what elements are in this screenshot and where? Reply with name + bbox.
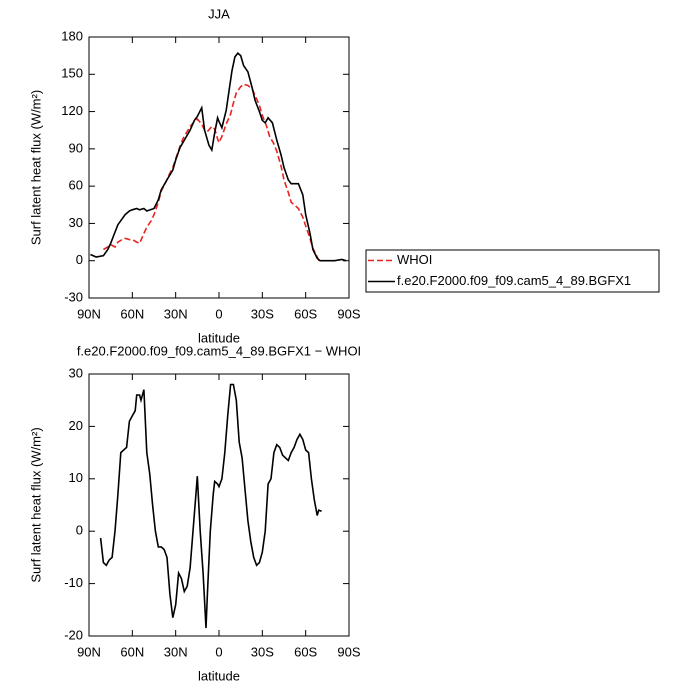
legend-box: [365, 249, 660, 293]
y-tick-label: 60: [69, 178, 83, 193]
x-tick-label: 90S: [337, 306, 360, 321]
y-tick-label: -10: [64, 575, 83, 590]
x-tick-label: 0: [215, 306, 222, 321]
y-tick-label: 30: [69, 215, 83, 230]
y-tick-label: 0: [76, 523, 83, 538]
x-tick-label: 90N: [77, 644, 101, 659]
x-axis-label: latitude: [198, 330, 240, 345]
data-line: [99, 383, 322, 629]
plot-frame: [88, 36, 350, 299]
x-tick-label: 30S: [251, 306, 274, 321]
y-tick-label: -30: [64, 289, 83, 304]
x-tick-label: 30N: [164, 644, 188, 659]
y-axis-label: Surf latent heat flux (W/m²): [28, 427, 43, 582]
x-tick-label: 60N: [120, 306, 144, 321]
x-tick-label: 30S: [251, 644, 274, 659]
data-line: [90, 52, 347, 262]
plot-frame: [88, 373, 350, 637]
y-tick-label: 30: [69, 365, 83, 380]
x-tick-label: 60S: [294, 306, 317, 321]
x-tick-label: 30N: [164, 306, 188, 321]
y-tick-label: 90: [69, 140, 83, 155]
y-tick-label: 0: [76, 252, 83, 267]
y-tick-label: 150: [61, 66, 83, 81]
x-tick-label: 60N: [120, 644, 144, 659]
y-tick-label: -20: [64, 627, 83, 642]
data-line: [103, 83, 321, 264]
x-tick-label: 60S: [294, 644, 317, 659]
y-tick-label: 10: [69, 470, 83, 485]
x-tick-label: 90N: [77, 306, 101, 321]
x-tick-label: 90S: [337, 644, 360, 659]
y-axis-label: Surf latent heat flux (W/m²): [28, 90, 43, 245]
chart-title: f.e20.F2000.f09_f09.cam5_4_89.BGFX1 − WH…: [77, 343, 361, 358]
chart-title: JJA: [208, 6, 230, 21]
y-tick-label: 20: [69, 418, 83, 433]
legend-label: f.e20.F2000.f09_f09.cam5_4_89.BGFX1: [397, 273, 631, 288]
legend-label: WHOI: [397, 252, 432, 267]
x-tick-label: 0: [215, 644, 222, 659]
y-tick-label: 180: [61, 28, 83, 43]
x-axis-label: latitude: [198, 668, 240, 683]
y-tick-label: 120: [61, 103, 83, 118]
